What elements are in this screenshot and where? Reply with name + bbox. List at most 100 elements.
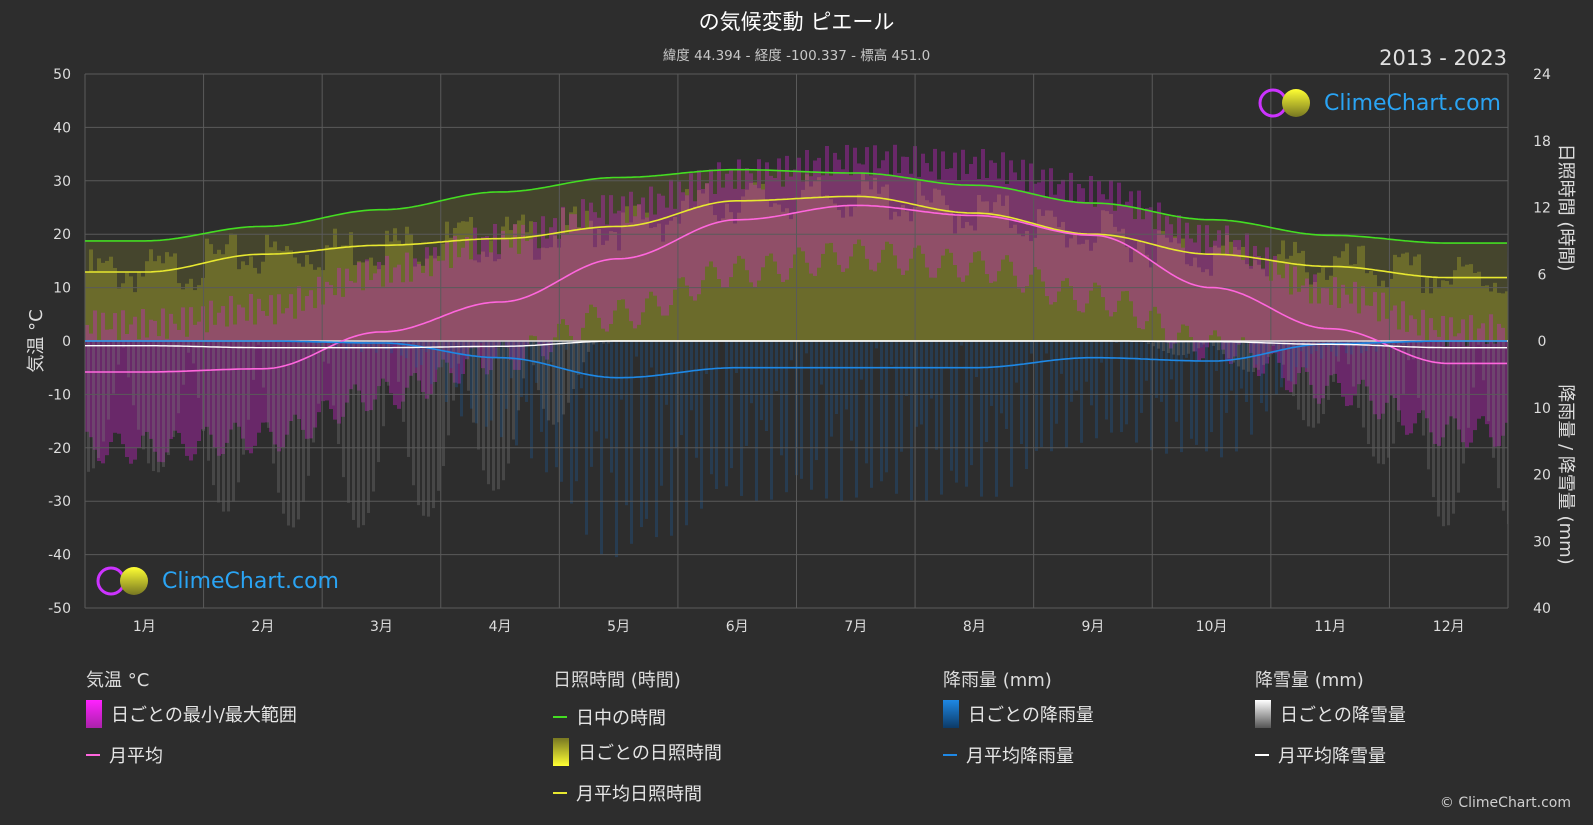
temp-range-bar: [785, 155, 789, 280]
temp-range-bar: [1489, 314, 1493, 438]
sunshine-bar: [1457, 256, 1461, 341]
snow-bar: [287, 341, 290, 526]
temp-range-bar: [145, 337, 149, 432]
sunshine-bar: [1233, 246, 1237, 341]
sunshine-bar: [969, 225, 973, 341]
legend-label: 日ごとの最小/最大範囲: [111, 705, 297, 726]
chart-title: の気候変動 ピエール: [698, 10, 895, 34]
temp-range-bar: [1105, 199, 1109, 311]
temp-range-bar: [1353, 281, 1357, 396]
temp-range-bar: [1461, 319, 1465, 443]
sunshine-bar: [1069, 238, 1073, 341]
temp-range-bar: [89, 333, 93, 438]
rain-bar: [410, 341, 413, 344]
temp-range-bar: [125, 334, 129, 458]
rain-bar: [1165, 341, 1168, 454]
temp-range-bar: [753, 184, 757, 287]
snow-bar: [1217, 341, 1220, 351]
snow-bar: [142, 341, 145, 450]
sunshine-bar: [697, 190, 701, 341]
snow-bar: [1452, 341, 1455, 514]
sunshine-bar: [717, 220, 721, 341]
rain-bar: [1365, 341, 1368, 352]
sunshine-bar: [641, 219, 645, 341]
temp-range-bar: [657, 193, 661, 307]
snow-bar: [527, 341, 530, 347]
sunshine-bar: [645, 212, 649, 341]
temp-range-bar: [445, 241, 449, 363]
sunshine-bar: [1289, 255, 1293, 341]
temp-range-bar: [369, 280, 373, 411]
right-axis-tick-hours: 6: [1538, 267, 1547, 283]
snow-bar: [502, 341, 505, 481]
sunshine-bar: [365, 261, 369, 341]
sunshine-bar: [509, 230, 513, 341]
temp-range-bar: [1469, 315, 1473, 443]
snow-bar: [557, 341, 560, 423]
temp-range-bar: [137, 339, 141, 448]
sunshine-bar: [749, 182, 753, 341]
sunshine-bar: [809, 186, 813, 341]
sunshine-bar: [1477, 271, 1481, 341]
rain-bar: [1305, 341, 1308, 368]
temp-range-bar: [1417, 335, 1421, 413]
rain-bar: [1250, 341, 1253, 435]
temp-range-bar: [1089, 175, 1093, 291]
sunshine-bar: [901, 204, 905, 341]
temp-range-bar: [973, 156, 977, 253]
snow-bar: [362, 341, 365, 526]
temp-range-bar: [741, 189, 745, 259]
sunshine-bar: [425, 258, 429, 341]
snow-bar: [1432, 341, 1435, 498]
rain-bar: [1155, 341, 1158, 398]
snow-bar: [252, 341, 255, 380]
left-axis-tick: 40: [53, 120, 71, 136]
temp-range-bar: [801, 181, 805, 252]
rain-bar: [1020, 341, 1023, 444]
sunshine-bar: [109, 256, 113, 341]
sunshine-bar: [801, 189, 805, 341]
snow-bar: [242, 341, 245, 455]
snow-bar: [357, 341, 360, 528]
sunshine-bar: [329, 246, 333, 341]
sunshine-bar: [297, 263, 301, 341]
sunshine-bar: [1145, 254, 1149, 341]
temp-range-bar: [873, 145, 877, 272]
legend-label: 日ごとの降雪量: [1280, 705, 1406, 726]
sunshine-bar: [273, 241, 277, 341]
temp-range-bar: [373, 273, 377, 400]
sunshine-bar: [493, 261, 497, 341]
rain-bar: [485, 341, 488, 427]
rain-bar: [700, 341, 703, 509]
sunshine-bar: [1337, 257, 1341, 341]
snow-bar: [1232, 341, 1235, 363]
snow-bar: [577, 341, 580, 375]
rain-bar: [835, 341, 838, 415]
temp-range-bar: [1209, 247, 1213, 336]
temp-range-bar: [625, 222, 629, 309]
temp-range-bar: [1333, 277, 1337, 374]
temp-range-bar: [645, 217, 649, 299]
temp-range-bar: [1501, 327, 1505, 436]
temp-range-bar: [493, 223, 497, 358]
sunshine-bar: [1005, 195, 1009, 341]
temp-range-bar: [1049, 168, 1053, 305]
rain-bar: [470, 341, 473, 409]
temp-range-bar: [233, 324, 237, 423]
temp-range-bar: [849, 175, 853, 257]
temp-range-bar: [925, 163, 929, 268]
temp-range-bar: [1141, 219, 1145, 330]
sunshine-bar: [921, 195, 925, 341]
sunshine-bar: [1497, 292, 1501, 341]
rain-bar: [1010, 341, 1013, 487]
rain-bar: [1340, 341, 1343, 345]
temp-range-bar: [417, 264, 421, 381]
sunshine-bar: [909, 221, 913, 341]
sunshine-bar: [541, 247, 545, 341]
temp-range-bar: [1301, 285, 1305, 368]
rain-bar: [315, 341, 318, 345]
rain-bar: [960, 341, 963, 346]
rain-bar: [660, 341, 663, 486]
rain-bar: [1275, 341, 1278, 395]
temp-range-bar: [113, 313, 117, 433]
